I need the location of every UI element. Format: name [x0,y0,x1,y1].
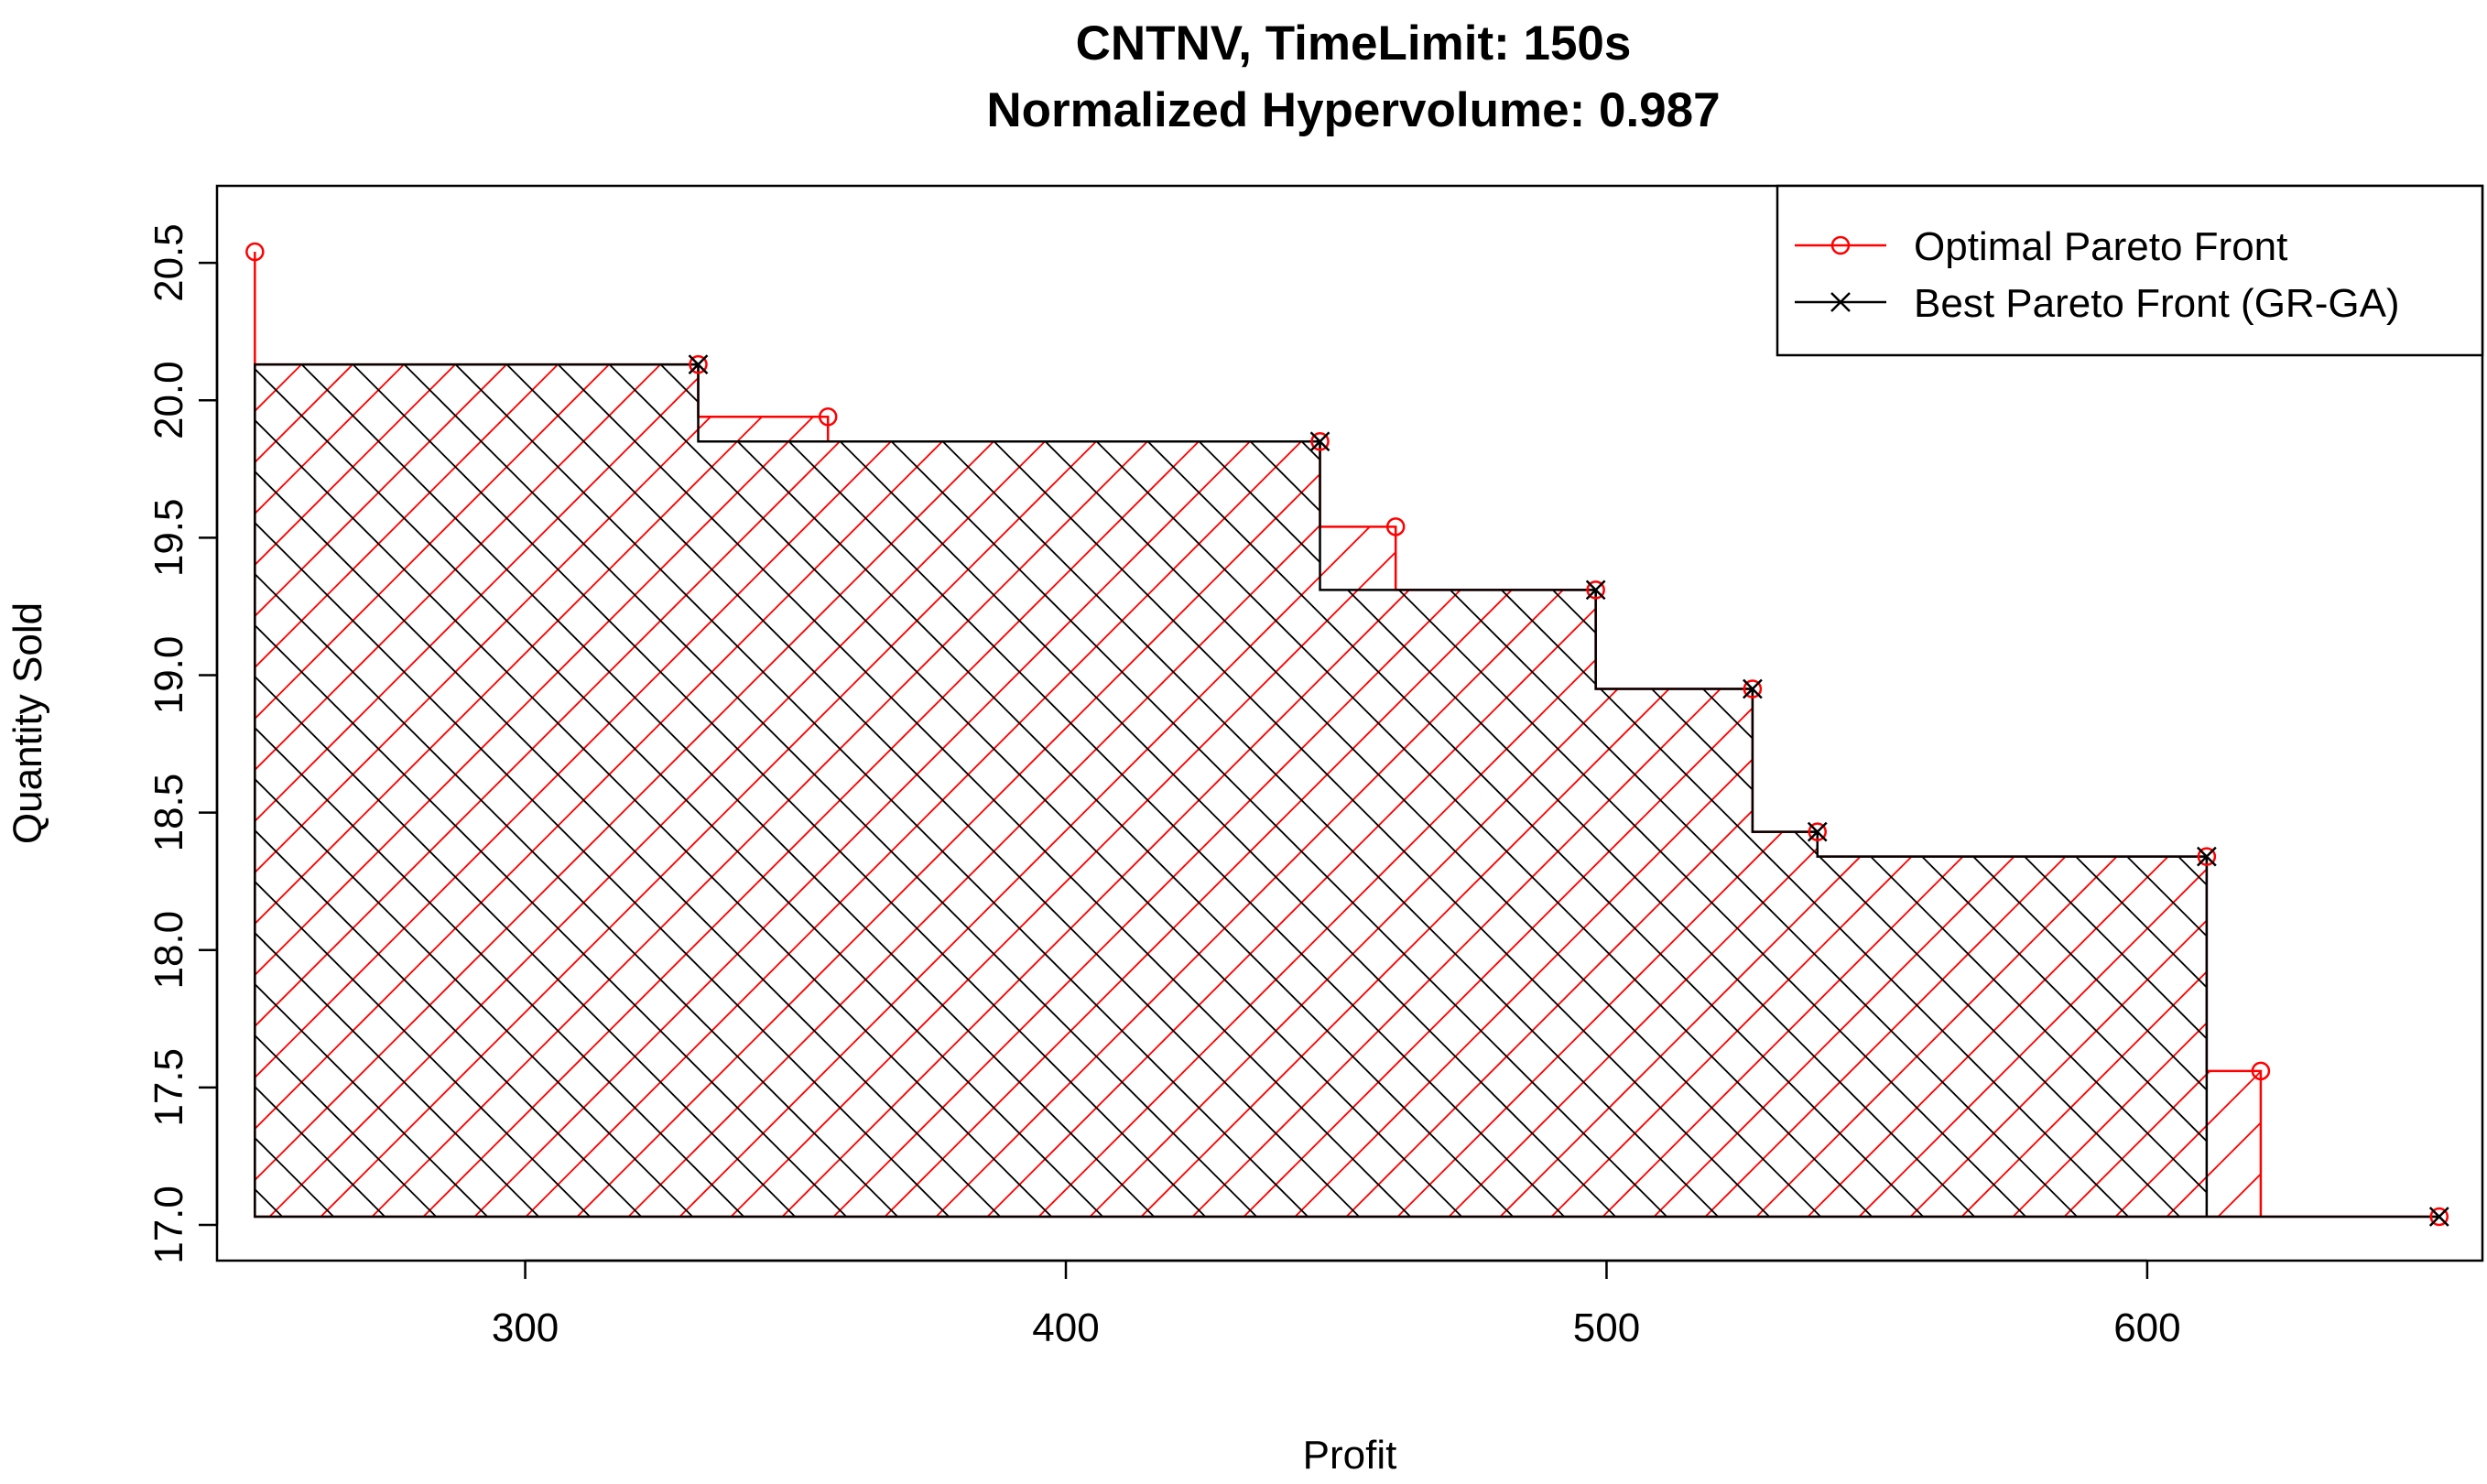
hatch-line [255,252,532,1217]
optimal-point [2251,1061,2271,1081]
y-tick-label: 20.0 [147,361,191,439]
hatch-line [2019,252,2439,1217]
y-tick-label: 20.5 [147,223,191,302]
best-point [2428,1207,2449,1227]
x-tick-label: 300 [492,1305,559,1350]
legend-label-best: Best Pareto Front (GR-GA) [1914,281,2400,326]
y-axis-label: Quantity Sold [5,602,50,844]
hatch-line [255,252,635,1217]
hatch-line [255,252,788,1217]
x-tick-label: 500 [1573,1305,1640,1350]
optimal-point [689,354,708,374]
x-axis-label: Profit [1303,1433,1397,1478]
hatch-line [255,364,429,1217]
optimal-point [2429,1207,2449,1227]
legend-marker-best [1830,292,1851,312]
best-point [2196,846,2217,867]
y-axis: 17.0 17.5 18.0 18.5 19.0 19.5 20.0 20.5 [147,223,219,1264]
y-tick-label: 17.0 [147,1186,191,1264]
chart-title: CNTNV, TimeLimit: 150s [1076,16,1632,70]
y-tick-label: 18.5 [147,774,191,852]
hatch-line [255,364,891,1217]
hatch-line [255,252,429,1217]
hatch-line [255,252,583,1217]
hatch-line [255,364,788,1217]
optimal-point [818,406,838,427]
legend-label-optimal: Optimal Pareto Front [1914,224,2287,269]
legend: Optimal Pareto Front Best Pareto Front (… [1776,184,2484,357]
optimal-front-step [254,252,2439,1219]
best-point [688,354,709,375]
optimal-point [2197,847,2217,866]
hatch-line [255,364,1147,1217]
hatch-line [255,364,481,1217]
hatch-line [255,364,840,1217]
hatch-line [255,364,635,1217]
x-axis: 300 400 500 600 [492,1259,2181,1350]
optimal-point [1310,431,1330,451]
hatch-line [255,364,994,1217]
hatch-line [1917,252,2439,1217]
y-tick-label: 19.5 [147,499,191,578]
y-tick-label: 17.5 [147,1048,191,1127]
hatch-line [255,364,942,1217]
step-outlines [254,252,2439,1219]
legend-box [1776,184,2484,357]
hatch-line [255,364,532,1217]
hatch-line [255,252,481,1217]
best-point [1807,821,1828,842]
hatch-line [255,364,1045,1217]
y-tick-label: 18.0 [147,911,191,990]
chart-subtitle: Normalized Hypervolume: 0.987 [986,83,1720,137]
best-point [1309,431,1330,452]
hatch-line [255,252,840,1217]
hatch-line [255,252,942,1217]
x-tick-label: 600 [2113,1305,2180,1350]
best-front-step [254,363,2439,1219]
hatch-line [255,364,686,1217]
hatch-line [255,364,1096,1217]
legend-marker-optimal [1830,235,1851,255]
hatch-line [255,364,737,1217]
hatch-line [2070,252,2439,1217]
x-tick-label: 400 [1032,1305,1099,1350]
best-point [1585,580,1606,601]
optimal-point [1385,517,1406,536]
best-point [1743,678,1763,699]
optimal-point [245,242,265,262]
y-tick-label: 19.0 [147,636,191,715]
hatch-line [255,252,891,1217]
optimal-point [1743,679,1763,699]
hatch-line [255,252,686,1217]
optimal-point [1808,822,1827,841]
hatch-line [255,364,583,1217]
point-markers [245,242,2449,1227]
hatch-line [1968,252,2439,1217]
optimal-point [1586,580,1605,600]
